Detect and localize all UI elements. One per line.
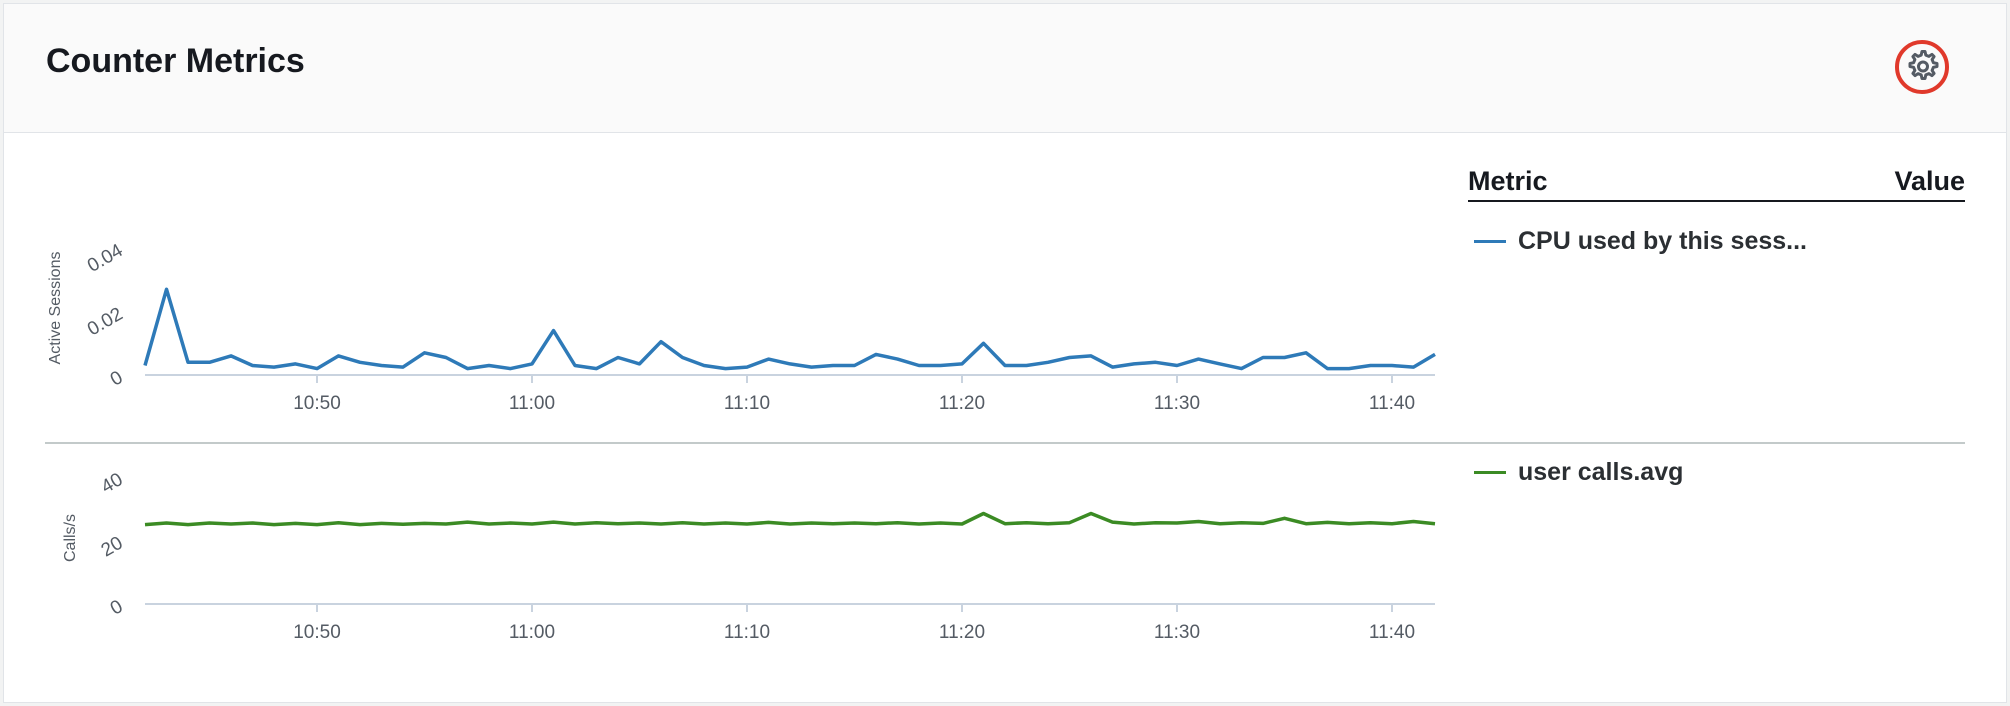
legend-item[interactable]: user calls.avg <box>1474 455 1683 489</box>
y-tick-label: 0 <box>107 596 127 619</box>
legend-label: CPU used by this sess... <box>1518 226 1807 255</box>
y-tick-label: 40 <box>98 469 127 498</box>
x-tick-label: 11:30 <box>1154 622 1200 643</box>
series-line <box>143 287 1436 371</box>
value-column-header: Value <box>1894 166 1965 196</box>
x-tick-label: 10:50 <box>293 393 341 414</box>
x-tick-label: 11:10 <box>724 622 770 643</box>
x-ticks: 10:50 11:00 11:10 11:20 11:30 11:40 <box>293 604 1415 643</box>
legend-swatch <box>1474 470 1506 474</box>
x-tick-label: 11:30 <box>1154 393 1200 414</box>
x-tick-label: 10:50 <box>293 622 341 643</box>
metric-column-header: Metric <box>1468 166 1548 196</box>
legend-swatch <box>1474 239 1506 243</box>
x-tick-label: 11:00 <box>509 622 555 643</box>
y-ticks: 0 20 40 <box>98 469 127 619</box>
metrics-table-header: Metric Value <box>1468 162 1965 202</box>
counter-metrics-panel: Counter Metrics <box>3 3 2007 703</box>
series-group <box>143 287 1436 371</box>
legend-item[interactable]: CPU used by this sess... <box>1474 224 1807 258</box>
chart-active-sessions: Active Sessions 0 0.02 0.04 10:50 11:00 11:1… <box>47 240 1436 414</box>
x-tick-label: 11:10 <box>724 393 770 414</box>
y-tick-label: 0 <box>107 367 127 390</box>
x-ticks: 10:50 11:00 11:10 11:20 11:30 11:40 <box>293 375 1415 414</box>
legend-label: user calls.avg <box>1518 457 1684 486</box>
series-line <box>144 511 1436 527</box>
gear-icon <box>1908 50 1939 80</box>
panel-title: Counter Metrics <box>46 42 305 80</box>
settings-button[interactable] <box>1895 40 1949 94</box>
y-axis-label: Active Sessions <box>47 252 64 365</box>
series-group <box>144 511 1436 527</box>
x-tick-label: 11:20 <box>939 622 985 643</box>
y-tick-label: 20 <box>98 533 127 562</box>
panel-header: Counter Metrics <box>4 4 2006 133</box>
x-tick-label: 11:00 <box>509 393 555 414</box>
x-tick-label: 11:20 <box>939 393 985 414</box>
y-ticks: 0 0.02 0.04 <box>84 240 127 391</box>
y-tick-label: 0.04 <box>84 240 127 277</box>
x-tick-label: 11:40 <box>1369 622 1415 643</box>
y-axis-label: Calls/s <box>62 514 79 562</box>
y-tick-label: 0.02 <box>84 304 127 341</box>
x-tick-label: 11:40 <box>1369 393 1415 414</box>
